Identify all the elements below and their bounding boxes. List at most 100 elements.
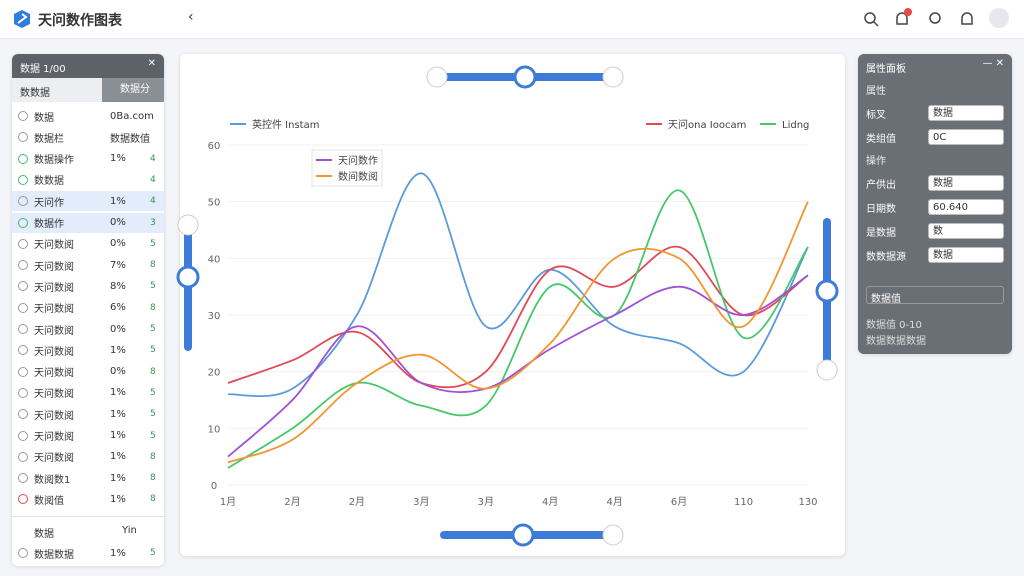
toolbar-icons: [864, 8, 1009, 28]
row-value: 0%: [110, 238, 126, 250]
row-name: 天问数阅: [34, 325, 74, 337]
row-icon: [18, 409, 28, 420]
tab[interactable]: 数数据: [20, 88, 50, 99]
list-row: 数阅数1 1% 8: [12, 468, 164, 488]
slider-right[interactable]: [815, 218, 839, 381]
row-icon: [18, 366, 28, 377]
field-input: 数据: [928, 105, 1004, 121]
property-fields: 属性 标叉 数据 类组值 0C 操作 产供出 数据 日期数 60.640 是数据数数数据源 数据: [858, 82, 1012, 282]
tabs: 数数据 数据分: [12, 78, 164, 102]
row-value: 1%: [110, 195, 126, 207]
row-name: 数据作: [34, 219, 64, 230]
back-button[interactable]: ‹: [188, 9, 194, 25]
row-badge: 8: [150, 260, 156, 271]
row-badge: 5: [150, 324, 156, 334]
y-tick-label: 60: [208, 141, 221, 152]
row-value: 8%: [110, 280, 126, 292]
field-label: 日期数: [866, 203, 896, 215]
y-tick-label: 20: [208, 368, 221, 379]
list-row: 天问数阅 1% 5: [12, 340, 164, 360]
inner-legend-box: [311, 149, 383, 187]
row-name: 数据数据: [34, 549, 74, 561]
field: 标叉 数据: [866, 104, 1004, 122]
row-name: 天问数阅: [34, 389, 74, 401]
property-panel: 属性面板 — ✕ 属性 标叉 数据 类组值 0C 操作 产供出 数据 日期数 60.640 是数据数…: [858, 54, 1012, 354]
row-badge: 4: [150, 174, 156, 185]
x-tick-label: 2月: [284, 496, 300, 508]
row-icon: [18, 196, 28, 207]
close[interactable]: ✕: [147, 58, 156, 69]
close[interactable]: — ✕: [982, 58, 1004, 69]
field: 类组值 0C: [866, 128, 1004, 146]
x-tick-label: 4月: [606, 496, 622, 508]
slider-left[interactable]: [176, 214, 200, 351]
row-icon: [18, 302, 28, 313]
row-name: 天问数阅: [34, 453, 74, 465]
row-value: 6%: [110, 302, 126, 314]
list-row: 天问数阅 6% 8: [12, 298, 164, 318]
row-badge: 5: [150, 345, 156, 356]
slider-bottom[interactable]: [440, 523, 624, 547]
row-badge: 3: [150, 217, 156, 228]
list-row: 天问数阅 1% 8: [12, 447, 164, 467]
slider-top[interactable]: [426, 65, 624, 89]
row-value: 1%: [110, 430, 126, 441]
row-name: 数数据: [34, 176, 64, 188]
field-label: 是数据: [866, 227, 896, 239]
list-row: 天问数阅 8% 5: [12, 276, 164, 296]
row-value: 数据数值: [110, 133, 150, 145]
field-label: 产供出: [866, 179, 896, 191]
row-badge: 5: [150, 409, 156, 420]
y-tick-label: 30: [208, 311, 221, 322]
row-value: 1%: [110, 472, 126, 484]
field: 日期数 60.640: [866, 198, 1004, 216]
section-title: 属性: [866, 86, 886, 97]
x-tick-label: 3月: [478, 496, 494, 508]
row-badge: 8: [150, 473, 156, 484]
select[interactable]: 数据值: [866, 286, 1004, 305]
row-value: 7%: [110, 259, 126, 271]
y-tick-label: 0: [211, 481, 217, 492]
row-icon: [18, 153, 28, 164]
field-input: 数: [928, 223, 1004, 239]
row-icon: [18, 430, 28, 441]
row-value: 1%: [110, 153, 126, 165]
x-tick-label: 6月: [671, 496, 687, 508]
list-row: 数据数据 1% 5: [12, 543, 164, 563]
legend-label: 天问ona Ioocam: [668, 118, 746, 131]
legend-label: Lidng: [782, 120, 809, 131]
field: 数数据源 数据: [866, 246, 1004, 264]
note: 数据数据数据: [866, 336, 926, 347]
list-row: 天问作 1% 4: [12, 191, 164, 212]
series-line: [227, 274, 809, 458]
x-tick-label: 4月: [542, 496, 558, 508]
row-name: 天问数阅: [34, 261, 74, 273]
series-line: [227, 189, 809, 469]
row-name: 天问作: [34, 197, 64, 209]
row-badge: 4: [150, 153, 156, 164]
row-value: 0%: [110, 366, 126, 378]
list-row: 数据操作 1% 4: [12, 149, 164, 169]
row-badge: 8: [150, 451, 156, 462]
field: 产供出 数据: [866, 174, 1004, 192]
row-icon: [18, 111, 28, 121]
x-tick-label: 130: [798, 497, 817, 508]
list-row: 天问数阅 0% 8: [12, 362, 164, 382]
footer-value: Yin: [122, 525, 137, 536]
x-tick-label: 3月: [413, 496, 429, 508]
row-value: 1%: [110, 408, 126, 420]
row-name: 数据: [34, 112, 54, 124]
row-value: 0%: [110, 217, 126, 228]
field-input: 60.640: [928, 199, 1004, 215]
tab[interactable]: 数据分: [102, 78, 164, 102]
row-icon: [18, 494, 28, 505]
list-row: 天问数阅 0% 5: [12, 319, 164, 339]
row-icon: [18, 132, 28, 143]
row-badge: 5: [150, 281, 156, 292]
row-badge: 5: [150, 430, 156, 441]
field-label: 数数据源: [866, 251, 906, 263]
row-value: 1%: [110, 387, 126, 399]
list-row: 天问数阅 1% 5: [12, 383, 164, 403]
row-icon: [18, 451, 28, 462]
row-icon: [18, 281, 28, 292]
